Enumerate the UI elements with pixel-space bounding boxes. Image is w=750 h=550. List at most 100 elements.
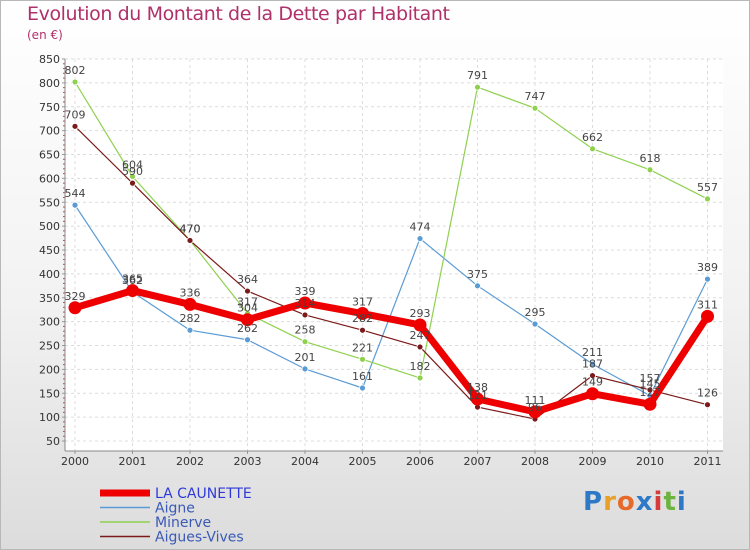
x-tick-label: 2006 xyxy=(406,455,434,468)
data-label: 544 xyxy=(65,187,86,200)
logo-letter: x xyxy=(635,487,654,517)
plot-area xyxy=(65,59,723,451)
data-point xyxy=(589,372,596,379)
y-tick-label: 250 xyxy=(39,340,60,353)
data-label: 161 xyxy=(352,370,373,383)
series-line xyxy=(74,125,709,420)
data-point xyxy=(244,287,251,295)
data-point xyxy=(129,173,136,180)
data-point xyxy=(183,297,197,311)
data-point xyxy=(416,343,424,351)
data-label: 221 xyxy=(352,341,373,354)
data-point xyxy=(474,282,481,290)
chart-title: Evolution du Montant de la Dette par Hab… xyxy=(27,3,450,25)
logo-letter: i xyxy=(653,487,664,517)
x-tick-label: 2010 xyxy=(636,455,664,468)
data-point xyxy=(646,386,654,394)
y-tick-label: 150 xyxy=(39,387,60,400)
data-label: 311 xyxy=(697,298,718,311)
data-label: 317 xyxy=(237,296,258,309)
data-point xyxy=(129,179,136,187)
data-label: 339 xyxy=(295,285,316,298)
series-la-caunette xyxy=(68,284,714,419)
data-label: 121 xyxy=(467,389,488,402)
data-label: 138 xyxy=(467,381,488,394)
data-label: 791 xyxy=(467,69,488,82)
data-label: 590 xyxy=(122,165,143,178)
series-aigues-vives xyxy=(71,122,711,423)
y-tick-label: 300 xyxy=(39,316,60,329)
y-tick-label: 800 xyxy=(39,77,60,90)
data-point xyxy=(71,122,79,130)
data-label: 557 xyxy=(697,181,718,194)
chart-subtitle: (en €) xyxy=(27,28,63,42)
legend-label: Minerve xyxy=(155,515,211,531)
data-point xyxy=(298,296,312,310)
y-tick-label: 650 xyxy=(39,149,60,162)
data-label: 182 xyxy=(410,360,431,373)
data-point xyxy=(126,284,139,298)
data-label: 618 xyxy=(640,152,661,165)
x-tick-label: 2008 xyxy=(521,455,549,468)
data-point xyxy=(643,397,657,411)
logo-letter: P xyxy=(583,487,604,517)
x-tick-label: 2000 xyxy=(61,455,89,468)
y-tick-label: 50 xyxy=(46,435,60,448)
data-point xyxy=(416,235,424,242)
data-point xyxy=(241,313,254,327)
data-label: 375 xyxy=(467,268,488,281)
y-tick-label: 450 xyxy=(39,244,60,257)
data-point xyxy=(531,104,539,112)
data-point xyxy=(646,166,654,174)
data-label: 111 xyxy=(525,394,546,407)
data-label: 336 xyxy=(180,286,201,299)
data-point xyxy=(416,374,424,382)
data-label: 282 xyxy=(180,312,201,325)
data-point xyxy=(301,365,309,373)
y-tick-label: 700 xyxy=(39,125,60,138)
y-tick-label: 550 xyxy=(39,196,60,209)
legend-item: Aigues-Vives xyxy=(100,530,244,546)
proxiti-logo: Proxiti xyxy=(583,487,687,517)
data-label: 662 xyxy=(582,131,603,144)
data-label: 96 xyxy=(528,401,542,414)
data-label: 247 xyxy=(410,329,431,342)
data-label: 362 xyxy=(122,274,143,287)
legend-item: Minerve xyxy=(100,515,211,531)
data-point xyxy=(589,360,596,368)
x-tick-label: 2002 xyxy=(176,455,204,468)
data-point xyxy=(704,401,711,409)
x-tick-label: 2011 xyxy=(694,455,722,468)
data-point xyxy=(413,318,427,332)
data-label: 802 xyxy=(65,64,86,77)
y-tick-label: 350 xyxy=(39,292,60,305)
data-label: 709 xyxy=(65,108,86,121)
data-label: 389 xyxy=(697,261,718,274)
series-line xyxy=(74,204,709,397)
data-point xyxy=(704,195,711,203)
data-point xyxy=(356,307,369,321)
data-label: 258 xyxy=(295,324,316,337)
series-line xyxy=(71,287,711,416)
data-label: 364 xyxy=(237,273,258,286)
data-label: 295 xyxy=(525,306,546,319)
legend-label: LA CAUNETTE xyxy=(155,486,252,502)
x-tick-label: 2005 xyxy=(349,455,377,468)
legend-item: Aigne xyxy=(100,501,195,517)
data-point xyxy=(359,355,366,363)
data-label: 201 xyxy=(295,351,316,364)
x-tick-label: 2003 xyxy=(234,455,262,468)
data-point xyxy=(359,326,366,334)
y-tick-label: 400 xyxy=(39,268,60,281)
data-point xyxy=(301,311,309,319)
y-tick-label: 500 xyxy=(39,220,60,233)
logo-letter: i xyxy=(676,487,687,517)
data-label: 365 xyxy=(122,273,143,286)
data-point xyxy=(71,201,79,209)
data-point xyxy=(359,384,366,392)
y-tick-label: 100 xyxy=(39,411,60,424)
data-point xyxy=(528,405,542,419)
data-point xyxy=(301,338,309,346)
data-label: 317 xyxy=(352,296,373,309)
y-tick-label: 750 xyxy=(39,101,60,114)
